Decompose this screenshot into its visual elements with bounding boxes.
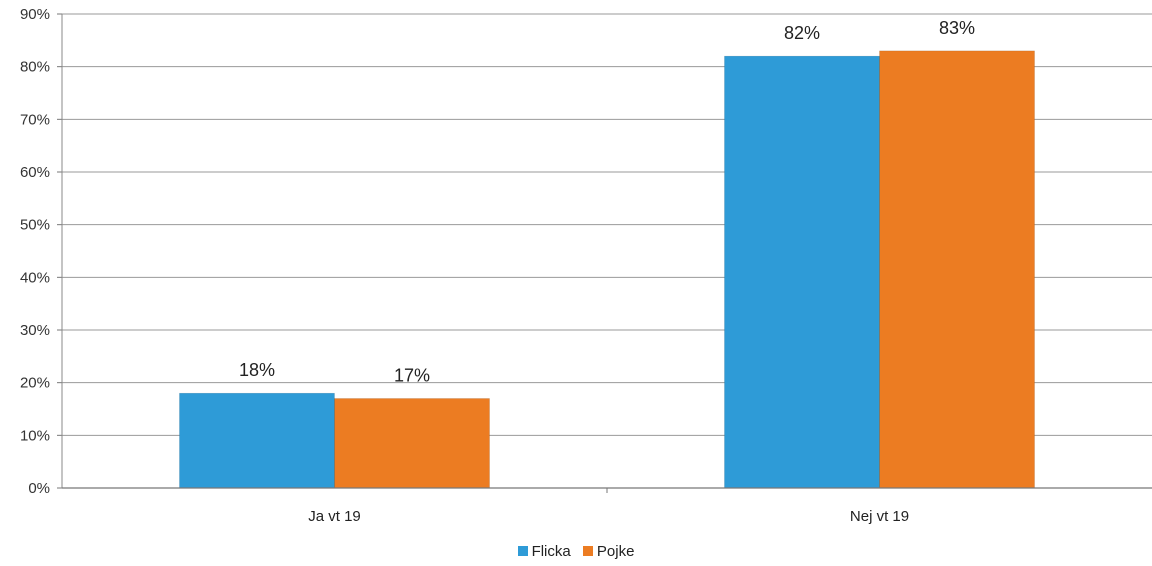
bars: [179, 50, 1035, 489]
legend-label-flicka: Flicka: [531, 543, 571, 560]
bar-pojke: [334, 398, 490, 489]
y-tick-label: 50%: [20, 217, 50, 234]
y-tick-label: 10%: [20, 427, 50, 444]
gridlines: [62, 13, 1152, 436]
x-axis: [61, 14, 1152, 493]
bar-pojke: [879, 50, 1035, 489]
legend-label-pojke: Pojke: [596, 543, 635, 560]
legend: Flicka Pojke: [0, 543, 1152, 560]
y-tick-label: 60%: [20, 164, 50, 181]
data-labels: 18% 17% 82% 83%: [239, 18, 975, 386]
y-tick-label: 70%: [20, 111, 50, 128]
y-tick-label: 40%: [20, 269, 50, 286]
y-tick-label: 20%: [20, 375, 50, 392]
data-label: 17%: [394, 365, 430, 385]
data-label: 83%: [939, 18, 975, 38]
y-tick-label: 30%: [20, 322, 50, 339]
y-tick-label: 0%: [28, 480, 50, 497]
legend-swatch-pojke: [582, 546, 593, 556]
y-tick-label: 80%: [20, 59, 50, 76]
data-label: 82%: [784, 23, 820, 43]
y-axis-ticks: 0% 10% 20% 30% 40% 50% 60% 70% 80% 90%: [20, 6, 62, 497]
legend-swatch-flicka: [517, 546, 528, 556]
bar-flicka: [179, 392, 335, 489]
category-label: Nej vt 19: [850, 508, 909, 525]
category-label: Ja vt 19: [308, 508, 361, 525]
category-labels: Ja vt 19 Nej vt 19: [308, 508, 909, 525]
y-tick-label: 90%: [20, 6, 50, 23]
data-label: 18%: [239, 360, 275, 380]
legend-item-pojke: Pojke: [582, 543, 635, 560]
bar-flicka: [724, 55, 880, 489]
legend-item-flicka: Flicka: [517, 543, 571, 560]
